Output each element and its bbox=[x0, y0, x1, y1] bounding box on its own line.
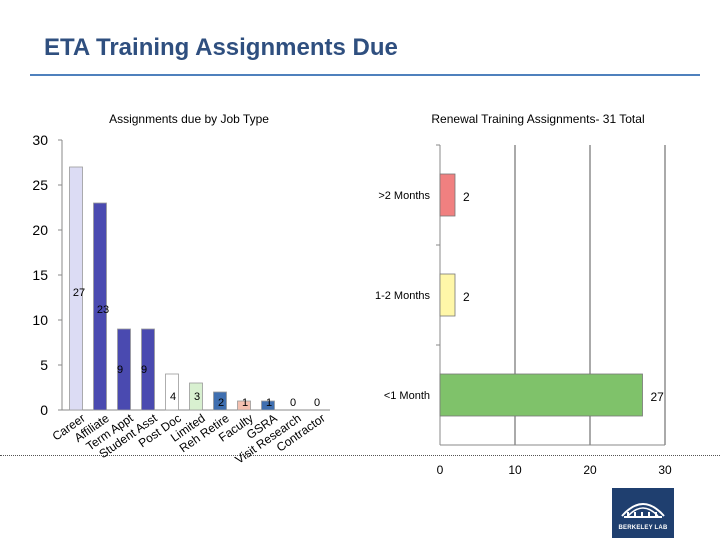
bar bbox=[440, 174, 455, 216]
x-tick-label: 10 bbox=[508, 463, 522, 477]
lab-building-icon bbox=[612, 488, 674, 528]
data-label: 9 bbox=[117, 364, 123, 376]
data-label: 27 bbox=[73, 287, 85, 299]
y-tick-label: 30 bbox=[32, 132, 48, 148]
chart-title: Renewal Training Assignments- 31 Total bbox=[431, 112, 644, 126]
category-label: <1 Month bbox=[384, 390, 430, 402]
x-tick-label: 20 bbox=[583, 463, 597, 477]
category-label: 1-2 Months bbox=[375, 290, 431, 302]
category-label: >2 Months bbox=[378, 190, 430, 202]
data-label: 3 bbox=[194, 391, 200, 403]
data-label: 0 bbox=[314, 397, 320, 409]
data-label: 9 bbox=[141, 364, 147, 376]
footer-divider bbox=[0, 455, 720, 456]
x-tick-label: 30 bbox=[658, 463, 672, 477]
berkeley-lab-logo: BERKELEY LAB bbox=[612, 488, 674, 538]
job-type-chart: Assignments due by Job Type0510152025302… bbox=[32, 112, 330, 467]
data-label: 2 bbox=[463, 190, 470, 204]
data-label: 1 bbox=[266, 397, 272, 409]
data-label: 27 bbox=[651, 390, 665, 404]
data-label: 2 bbox=[218, 397, 224, 409]
bar bbox=[440, 374, 643, 416]
chart-title: Assignments due by Job Type bbox=[109, 112, 269, 126]
y-tick-label: 5 bbox=[40, 357, 48, 373]
data-label: 23 bbox=[97, 304, 109, 316]
data-label: 0 bbox=[290, 397, 296, 409]
y-tick-label: 20 bbox=[32, 222, 48, 238]
x-tick-label: 0 bbox=[437, 463, 444, 477]
y-tick-label: 15 bbox=[32, 267, 48, 283]
renewal-chart: Renewal Training Assignments- 31 Total 0 1… bbox=[375, 112, 672, 477]
y-tick-label: 0 bbox=[40, 402, 48, 418]
y-tick-label: 25 bbox=[32, 177, 48, 193]
data-label: 2 bbox=[463, 290, 470, 304]
bar bbox=[440, 274, 455, 316]
y-tick-label: 10 bbox=[32, 312, 48, 328]
logo-text: BERKELEY LAB bbox=[612, 525, 674, 531]
data-label: 1 bbox=[242, 397, 248, 409]
data-label: 4 bbox=[170, 391, 176, 403]
